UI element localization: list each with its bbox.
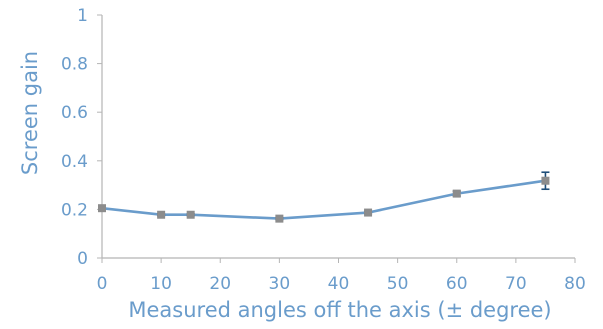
y-axis-title: Screen gain <box>18 51 42 175</box>
x-tick-label: 0 <box>97 274 108 294</box>
data-point <box>186 210 195 219</box>
x-tick-label: 10 <box>150 274 172 294</box>
data-point <box>157 210 166 219</box>
y-tick-label: 0.2 <box>61 200 88 220</box>
x-tick-label: 20 <box>209 274 231 294</box>
series-layer <box>98 171 550 223</box>
x-tick-label: 80 <box>564 274 586 294</box>
y-tick-label: 0.4 <box>61 152 88 172</box>
y-tick-label: 0.6 <box>61 103 88 123</box>
x-axis-title: Measured angles off the axis (± degree) <box>128 298 551 322</box>
axes: 00.20.40.60.810 10 20 30 40 50 60 70 80 <box>61 6 586 294</box>
x-tick-label: 70 <box>505 274 527 294</box>
x-tick-label: 50 <box>387 274 409 294</box>
data-point <box>98 204 106 213</box>
y-tick-label: 0.8 <box>61 55 88 75</box>
data-point <box>275 214 284 223</box>
data-point <box>364 208 373 217</box>
x-tick-label: 60 <box>446 274 468 294</box>
data-point <box>541 176 550 185</box>
data-point <box>452 189 461 198</box>
y-tick-label: 0 <box>77 249 88 269</box>
x-tick-label: 40 <box>328 274 350 294</box>
x-tick-label: 30 <box>269 274 291 294</box>
series-line <box>101 179 546 220</box>
y-tick-label: 1 <box>77 6 88 26</box>
